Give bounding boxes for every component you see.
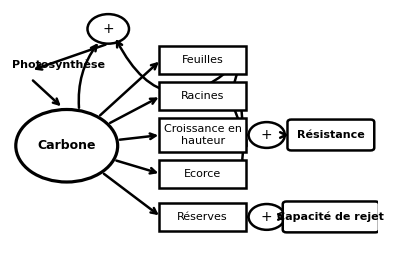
- Text: Carbone: Carbone: [37, 139, 96, 152]
- Text: Croissance en
hauteur: Croissance en hauteur: [164, 124, 242, 146]
- Text: Racines: Racines: [181, 91, 224, 101]
- FancyBboxPatch shape: [159, 203, 246, 231]
- FancyBboxPatch shape: [283, 201, 379, 232]
- Text: Capacité de rejet: Capacité de rejet: [277, 212, 384, 222]
- Text: +: +: [261, 128, 273, 142]
- Text: +: +: [102, 22, 114, 36]
- Text: Résistance: Résistance: [297, 130, 365, 140]
- Text: Photosynthèse: Photosynthèse: [12, 60, 105, 70]
- FancyBboxPatch shape: [159, 46, 246, 74]
- Text: Feuilles: Feuilles: [182, 55, 223, 65]
- FancyBboxPatch shape: [288, 120, 374, 150]
- Text: Réserves: Réserves: [177, 212, 228, 222]
- FancyBboxPatch shape: [159, 82, 246, 110]
- Text: +: +: [261, 210, 273, 224]
- FancyBboxPatch shape: [159, 160, 246, 188]
- Text: Ecorce: Ecorce: [184, 169, 221, 179]
- FancyBboxPatch shape: [159, 117, 246, 153]
